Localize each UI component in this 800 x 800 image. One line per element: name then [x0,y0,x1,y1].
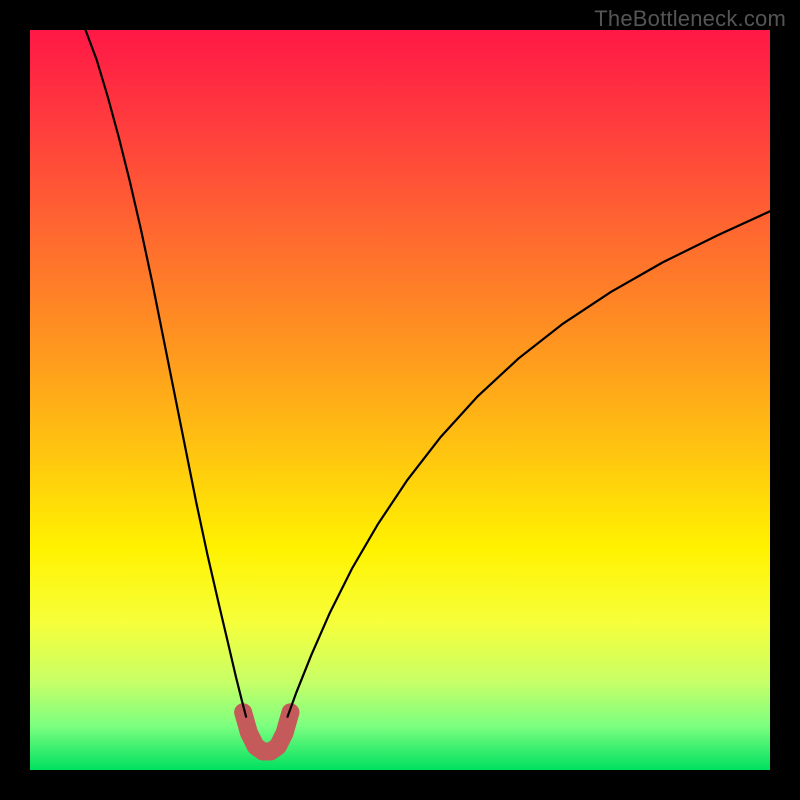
plot-area [30,30,770,770]
chart-svg [30,30,770,770]
watermark-text: TheBottleneck.com [594,6,786,32]
gradient-background [30,30,770,770]
